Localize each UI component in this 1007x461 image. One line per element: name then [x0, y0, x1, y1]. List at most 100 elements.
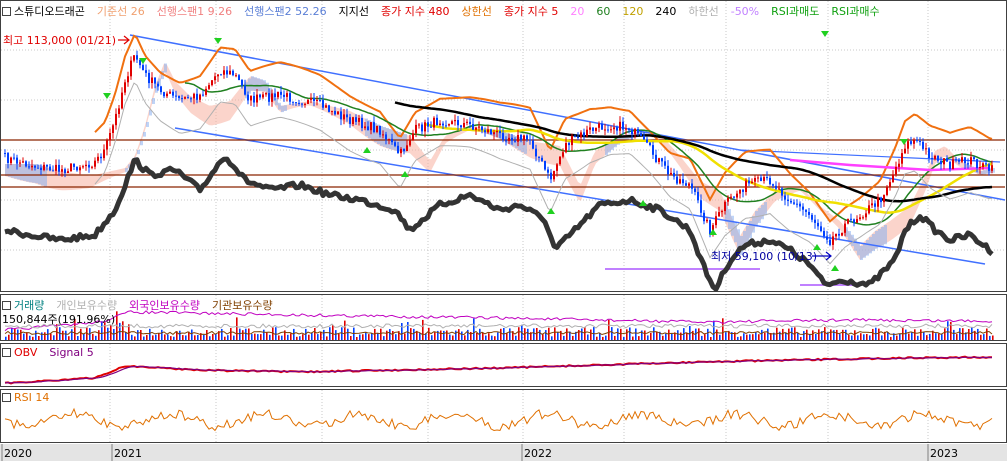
legend-item[interactable]: 상한선 — [461, 5, 497, 18]
volume-bar — [545, 330, 547, 340]
main-legend: 스튜디오드래곤 기준선 26 선행스팬1 9.26 선행스팬2 52.26 지지선 종가 … — [2, 3, 892, 19]
legend-checkbox[interactable] — [2, 301, 11, 310]
candle-body — [829, 239, 831, 245]
legend-item[interactable]: 240 — [655, 5, 682, 18]
volume-bar — [752, 334, 754, 340]
legend-checkbox[interactable] — [2, 393, 11, 402]
candle-body — [967, 163, 969, 165]
volume-bar — [347, 328, 349, 340]
candle-body — [853, 219, 855, 223]
legend-label: 종가 지수 480 — [381, 5, 450, 18]
sell-signal-arrow — [103, 93, 111, 99]
legend-checkbox[interactable] — [2, 348, 11, 357]
legend-item[interactable]: 지지선 — [339, 5, 375, 18]
legend-item[interactable]: 선행스팬1 9.26 — [157, 5, 238, 18]
candle-body — [283, 94, 285, 97]
candle-body — [85, 164, 87, 167]
candle-body — [412, 133, 414, 141]
candle-body — [955, 159, 957, 161]
legend-label: 240 — [655, 5, 677, 18]
channel-lower — [174, 127, 986, 265]
candle-body — [820, 226, 822, 231]
volume-bar — [665, 333, 667, 340]
volume-bar — [506, 333, 508, 340]
candle-body — [421, 124, 423, 132]
volume-bar — [431, 335, 433, 340]
volume-bar — [212, 334, 214, 340]
volume-bar — [14, 328, 16, 340]
legend-item[interactable]: 120 — [622, 5, 649, 18]
rsi-legend: RSI 14 — [2, 391, 61, 404]
candle-body — [940, 160, 942, 165]
candle-body — [286, 93, 288, 97]
legend-item[interactable]: -50% — [731, 5, 765, 18]
low-arrow — [812, 251, 832, 261]
volume-bar — [203, 334, 205, 340]
candle-body — [523, 135, 525, 140]
volume-bar — [449, 334, 451, 340]
legend-item[interactable]: 하한선 — [688, 5, 724, 18]
candle-body — [700, 200, 702, 213]
buy-signal-arrow — [401, 171, 409, 177]
volume-bar — [551, 336, 553, 340]
volume-value: 150,844주(191.96%) — [2, 311, 121, 327]
legend-item[interactable]: 기관보유수량 — [212, 299, 279, 312]
legend-label: 상한선 — [461, 5, 492, 18]
legend-item[interactable]: 종가 지수 5 — [504, 5, 564, 18]
candle-body — [937, 155, 939, 161]
candle-body — [817, 222, 819, 227]
volume-bar — [611, 327, 613, 340]
volume-bar — [344, 320, 346, 340]
legend-item[interactable]: RSI 14 — [2, 391, 55, 404]
volume-bar — [986, 328, 988, 340]
candle-body — [310, 97, 312, 100]
candle-body — [133, 55, 135, 61]
legend-item[interactable]: 외국인보유수량 — [129, 299, 206, 312]
volume-bar — [161, 329, 163, 340]
volume-bar — [233, 335, 235, 340]
candle-body — [19, 162, 21, 164]
candle-body — [835, 233, 837, 237]
volume-bar — [485, 335, 487, 340]
volume-bar — [194, 335, 196, 340]
candle-body — [217, 74, 219, 77]
candle-body — [661, 158, 663, 162]
volume-bar — [764, 332, 766, 340]
upper-band-line — [94, 34, 993, 223]
volume-bar — [704, 334, 706, 340]
candle-body — [517, 135, 519, 142]
legend-item[interactable]: 거래량 — [2, 299, 50, 312]
legend-item[interactable]: 종가 지수 480 — [381, 5, 455, 18]
volume-bar — [827, 332, 829, 340]
candle-body — [763, 177, 765, 181]
candle-body — [346, 114, 348, 118]
volume-bar — [647, 335, 649, 340]
legend-item[interactable]: 60 — [596, 5, 616, 18]
legend-label: Signal 5 — [49, 346, 94, 359]
legend-item[interactable]: 20 — [570, 5, 590, 18]
volume-bar — [68, 336, 70, 340]
legend-item[interactable]: 스튜디오드래곤 — [2, 5, 91, 18]
legend-checkbox[interactable] — [2, 7, 11, 16]
legend-item[interactable]: RSI과매도 — [771, 5, 825, 18]
legend-item[interactable]: RSI과매수 — [831, 5, 885, 18]
legend-item[interactable]: OBV — [2, 346, 43, 359]
candle-body — [319, 100, 321, 101]
sell-signal-arrow — [214, 38, 222, 44]
candle-body — [349, 117, 351, 124]
legend-item[interactable]: 개인보유수량 — [56, 299, 123, 312]
volume-bar — [761, 329, 763, 340]
candle-body — [91, 166, 93, 168]
candle-body — [718, 212, 720, 217]
legend-item[interactable]: Signal 5 — [49, 346, 99, 359]
candle-body — [40, 167, 42, 170]
legend-label: RSI과매수 — [831, 5, 880, 18]
candle-body — [589, 127, 591, 130]
candle-body — [409, 140, 411, 146]
candle-body — [37, 167, 39, 169]
candle-body — [196, 93, 198, 100]
legend-item[interactable]: 기준선 26 — [97, 5, 151, 18]
legend-item[interactable]: 선행스팬2 52.26 — [244, 5, 332, 18]
candle-body — [823, 231, 825, 237]
